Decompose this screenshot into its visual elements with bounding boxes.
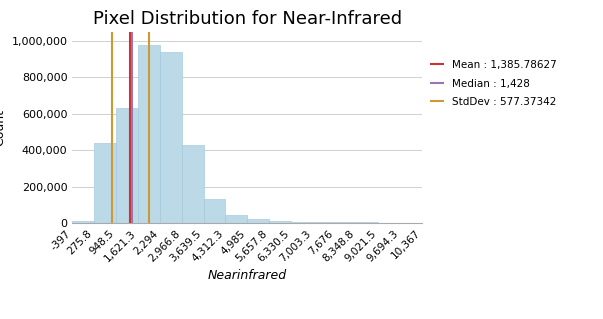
Bar [160, 52, 182, 223]
Mean : 1,385.78627: (1.39e+03, 0): 1,385.78627: (1.39e+03, 0) [127, 221, 134, 225]
Mean : 1,385.78627: (1.39e+03, 1): 1,385.78627: (1.39e+03, 1) [127, 221, 134, 225]
StdDev : 577.37342: (1.96e+03, 1): 577.37342: (1.96e+03, 1) [145, 221, 153, 225]
Bar [203, 199, 226, 223]
Bar [116, 108, 138, 223]
Y-axis label: Count: Count [0, 109, 6, 146]
Legend: Mean : 1,385.78627, Median : 1,428, StdDev : 577.37342: Mean : 1,385.78627, Median : 1,428, StdD… [431, 60, 557, 108]
Title: Pixel Distribution for Near-Infrared: Pixel Distribution for Near-Infrared [93, 10, 402, 27]
Bar [182, 145, 203, 223]
Bar [291, 222, 313, 223]
Median : 1,428: (1.43e+03, 0): 1,428: (1.43e+03, 0) [128, 221, 135, 225]
Bar [247, 219, 269, 223]
Bar [356, 222, 379, 223]
X-axis label: Nearinfrared: Nearinfrared [207, 269, 287, 282]
Bar [226, 215, 247, 223]
Bar [72, 221, 94, 223]
Bar [335, 222, 356, 223]
Bar [138, 45, 160, 223]
Bar [94, 143, 116, 223]
Bar [313, 222, 335, 223]
StdDev : 577.37342: (1.96e+03, 0): 577.37342: (1.96e+03, 0) [145, 221, 153, 225]
Median : 1,428: (1.43e+03, 1): 1,428: (1.43e+03, 1) [128, 221, 135, 225]
Bar [269, 221, 291, 223]
